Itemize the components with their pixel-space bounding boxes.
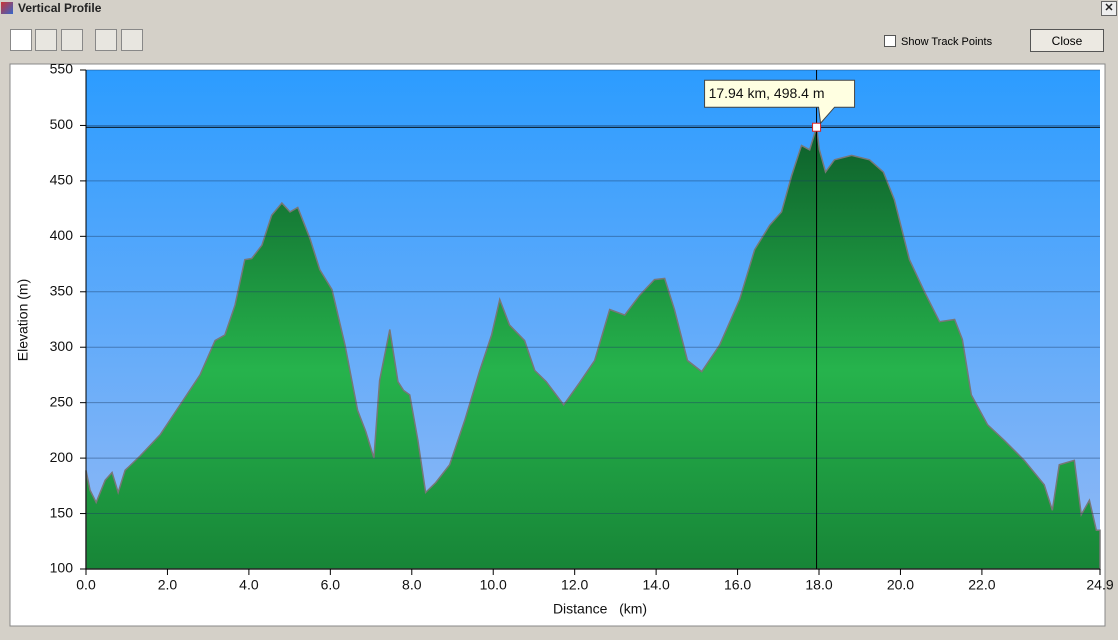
x-tick-label: 0.0 xyxy=(76,577,96,593)
x-tick-label: 20.0 xyxy=(887,577,914,593)
tooltip: 17.94 km, 498.4 m xyxy=(704,79,856,125)
y-tick-label: 550 xyxy=(50,61,74,77)
y-tick-label: 250 xyxy=(50,393,74,409)
x-tick-label: 18.0 xyxy=(805,577,832,593)
x-tick-label: 16.0 xyxy=(724,577,751,593)
x-tick-label: 12.0 xyxy=(561,577,588,593)
tool-zoom-out[interactable] xyxy=(121,29,143,51)
app-icon xyxy=(1,2,13,14)
x-axis-label: Distance (km) xyxy=(553,601,647,617)
tool-crosshair-red[interactable] xyxy=(10,29,32,51)
y-tick-label: 300 xyxy=(50,338,74,354)
show-track-points[interactable]: Show Track Points xyxy=(884,35,992,48)
y-tick-label: 350 xyxy=(50,282,74,298)
y-tick-label: 500 xyxy=(50,116,74,132)
tooltip-box xyxy=(704,79,856,125)
window-title: Vertical Profile xyxy=(18,1,102,15)
x-tick-label: 14.0 xyxy=(642,577,669,593)
tooltip-text: 17.94 km, 498.4 m xyxy=(709,85,825,101)
close-x[interactable]: ✕ xyxy=(1101,1,1117,16)
tool-crosshair-blue[interactable] xyxy=(35,29,57,51)
x-tick-label: 8.0 xyxy=(402,577,422,593)
title-bar: Vertical Profile ✕ xyxy=(0,0,1118,16)
y-tick-label: 150 xyxy=(50,504,74,520)
checkbox-label: Show Track Points xyxy=(901,36,993,48)
x-tick-label: 4.0 xyxy=(239,577,259,593)
y-tick-label: 200 xyxy=(50,449,74,465)
y-tick-label: 400 xyxy=(50,227,74,243)
x-tick-label: 6.0 xyxy=(321,577,341,593)
close-button[interactable]: Close xyxy=(1030,29,1104,52)
x-tick-label: 22.0 xyxy=(968,577,995,593)
x-tick-label: 10.0 xyxy=(480,577,507,593)
y-tick-label: 450 xyxy=(50,172,74,188)
tool-zoom-box[interactable] xyxy=(61,29,83,51)
tool-zoom-in[interactable] xyxy=(95,29,117,51)
cursor-point xyxy=(812,122,822,132)
elevation-area xyxy=(85,126,1101,570)
y-axis-label: Elevation (m) xyxy=(15,279,31,361)
x-tick-label: 2.0 xyxy=(158,577,178,593)
x-tick-label: 24.9 xyxy=(1086,577,1113,593)
y-tick-label: 100 xyxy=(50,560,74,576)
